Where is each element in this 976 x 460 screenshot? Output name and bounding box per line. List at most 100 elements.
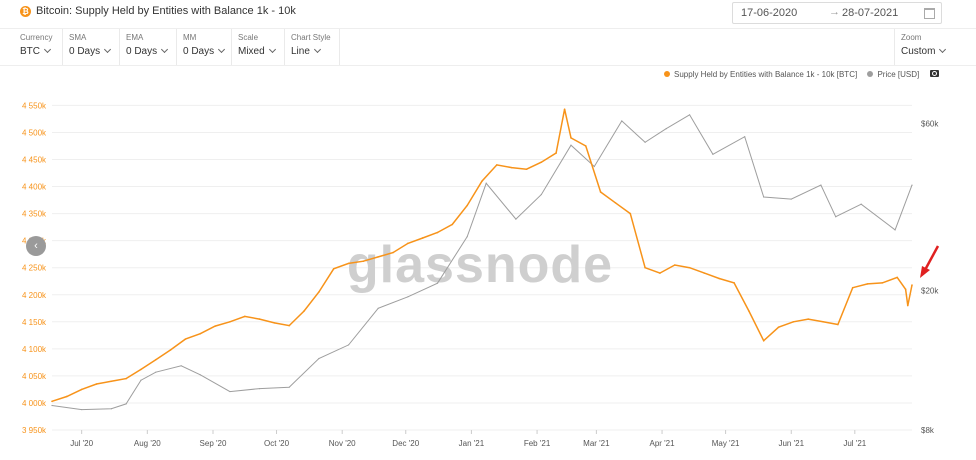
x-tick-label: May '21 <box>712 439 740 448</box>
legend-item-supply[interactable]: Supply Held by Entities with Balance 1k … <box>664 70 857 79</box>
mm-value[interactable]: 0 Days <box>183 45 226 57</box>
price-point <box>288 386 290 388</box>
ema-label: EMA <box>126 33 144 42</box>
supply-point <box>95 383 98 385</box>
supply-point <box>80 388 83 391</box>
legend-label-supply: Supply Held by Entities with Balance 1k … <box>674 70 858 79</box>
supply-point <box>510 166 513 169</box>
x-tick-label: Aug '20 <box>134 439 161 448</box>
supply-point <box>881 282 884 284</box>
zoom-value[interactable]: Custom <box>901 45 947 57</box>
supply-series-line <box>51 109 913 403</box>
supply-point <box>51 400 53 403</box>
price-point <box>835 216 837 218</box>
chart-legend: Supply Held by Entities with Balance 1k … <box>664 70 927 79</box>
price-point <box>229 390 231 393</box>
supply-point <box>66 395 68 398</box>
supply-point <box>407 242 409 245</box>
sma-value[interactable]: 0 Days <box>69 45 112 57</box>
price-point <box>790 198 792 200</box>
supply-point <box>466 204 468 207</box>
x-tick-label: Sep '20 <box>200 439 227 448</box>
mm-dropdown[interactable]: MM 0 Days <box>177 29 232 65</box>
y-left-tick-label: 4 050k <box>22 372 47 381</box>
supply-point <box>733 282 735 284</box>
x-tick-label: Jul '21 <box>843 439 866 448</box>
date-from[interactable]: 17-06-2020 <box>741 7 798 19</box>
scale-dropdown[interactable]: Scale Mixed <box>232 29 285 65</box>
price-point <box>570 144 572 146</box>
y-right-tick-label: $60k <box>921 119 939 128</box>
price-point <box>820 184 822 186</box>
supply-point <box>229 321 231 323</box>
supply-point <box>807 318 810 320</box>
legend-dot-price <box>867 71 874 77</box>
supply-point <box>332 267 335 270</box>
y-left-tick-label: 4 450k <box>22 156 47 165</box>
gridlines <box>52 104 912 431</box>
ema-dropdown[interactable]: EMA 0 Days <box>120 29 177 65</box>
chart-style-value[interactable]: Line <box>291 45 321 57</box>
supply-point <box>451 223 454 226</box>
supply-point <box>822 321 824 323</box>
currency-dropdown[interactable]: Currency BTC <box>14 29 63 65</box>
sma-dropdown[interactable]: SMA 0 Days <box>63 29 120 65</box>
supply-point <box>110 380 113 383</box>
price-point <box>125 403 127 405</box>
price-point <box>688 114 691 116</box>
date-to[interactable]: 28-07-2021 <box>842 7 899 19</box>
y-left-tick-label: 3 950k <box>22 426 47 435</box>
price-point <box>644 141 646 143</box>
supply-point <box>243 315 246 318</box>
supply-point <box>584 145 587 147</box>
legend-label-price: Price [USD] <box>877 70 920 79</box>
price-point <box>436 282 439 284</box>
scale-value[interactable]: Mixed <box>238 45 276 57</box>
supply-point <box>904 288 907 291</box>
y-left-tick-label: 4 400k <box>22 183 47 192</box>
price-point <box>377 307 379 309</box>
price-point <box>199 374 201 376</box>
date-range-picker[interactable]: 17-06-2020 → 28-07-2021 <box>732 2 942 24</box>
price-point <box>515 218 517 220</box>
supply-point <box>792 321 795 323</box>
supply-point <box>258 318 261 320</box>
y-right-tick-label: $20k <box>921 287 939 296</box>
supply-point <box>644 266 646 269</box>
sma-label: SMA <box>69 33 87 42</box>
supply-point <box>599 191 602 193</box>
x-tick-label: Oct '20 <box>264 439 290 448</box>
supply-point <box>154 358 157 361</box>
price-point <box>860 203 862 205</box>
bitcoin-icon: ₿ <box>20 6 31 17</box>
legend-item-price[interactable]: Price [USD] <box>867 70 919 79</box>
y-left-tick-label: 4 100k <box>22 345 47 354</box>
supply-point <box>748 310 750 312</box>
chevron-left-icon[interactable]: ‹ <box>26 236 46 256</box>
supply-point <box>629 212 632 215</box>
supply-point <box>481 180 483 182</box>
supply-point <box>421 237 424 239</box>
supply-point <box>777 326 780 329</box>
currency-label: Currency <box>20 33 53 42</box>
camera-icon[interactable] <box>930 70 939 77</box>
y-left-tick-label: 4 150k <box>22 318 47 327</box>
price-point <box>744 136 746 138</box>
chart-title: Bitcoin: Supply Held by Entities with Ba… <box>36 5 296 17</box>
chart-header: ₿ Bitcoin: Supply Held by Entities with … <box>0 0 976 26</box>
y-right-tick-label: $8k <box>921 426 935 435</box>
date-arrow-icon: → <box>829 6 840 18</box>
supply-point <box>911 284 913 286</box>
x-axis: Jul '20 Aug '20 Sep '20 Oct '20 Nov '20 Dec '… <box>70 430 867 448</box>
zoom-dropdown[interactable]: Zoom Custom <box>894 29 955 65</box>
chart-style-dropdown[interactable]: Chart Style Line <box>285 29 340 65</box>
currency-value[interactable]: BTC <box>20 45 52 57</box>
ema-value[interactable]: 0 Days <box>126 45 169 57</box>
price-point <box>911 184 913 186</box>
y-axis-right: $8k $20k $60k <box>921 119 939 435</box>
price-point <box>485 182 487 184</box>
price-point <box>407 296 409 298</box>
price-point <box>51 404 53 407</box>
calendar-icon[interactable] <box>924 8 935 19</box>
